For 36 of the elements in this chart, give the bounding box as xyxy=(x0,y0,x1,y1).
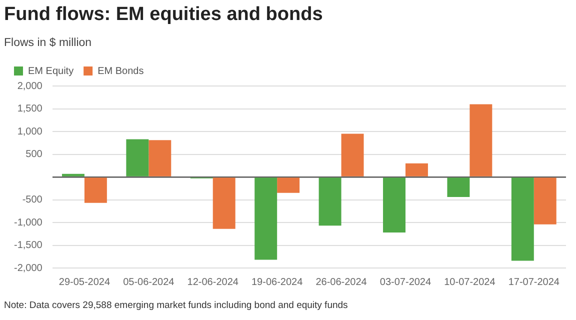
chart-subtitle: Flows in $ million xyxy=(4,37,92,49)
bar xyxy=(277,178,300,193)
y-tick-label: 1,500 xyxy=(17,104,43,114)
text: Note: Data covers 29,588 emerging market funds including bond and equity funds xyxy=(4,300,348,311)
x-tick-label: 10-07-2024 xyxy=(444,276,496,288)
y-tick-label: -500 xyxy=(22,194,43,206)
chart-title: Fund flows: EM equities and bonds xyxy=(4,4,323,26)
x-tick-label: 17-07-2024 xyxy=(508,276,560,288)
bar xyxy=(148,140,172,176)
x-tick-label: 19-06-2024 xyxy=(251,276,304,288)
x-tick-label: 26-06-2024 xyxy=(316,276,368,288)
legend-label: EM Bonds xyxy=(98,66,144,77)
bar xyxy=(254,178,278,260)
x-tick-label: 12-06-2024 xyxy=(187,276,239,288)
bar xyxy=(383,178,406,233)
bar xyxy=(470,104,492,176)
y-tick-label: -1,500 xyxy=(14,240,43,251)
bar xyxy=(341,134,364,176)
bar xyxy=(511,178,534,261)
x-tick-label: 29-05-2024 xyxy=(58,276,110,288)
bar xyxy=(212,178,236,229)
bar xyxy=(126,139,149,176)
bar xyxy=(318,178,342,226)
y-tick-label: 500 xyxy=(26,149,43,160)
bar xyxy=(62,174,84,176)
y-tick-label: 2,000 xyxy=(17,80,43,92)
bar xyxy=(534,178,556,224)
bar xyxy=(447,178,470,198)
x-tick-label: 03-07-2024 xyxy=(380,276,432,288)
bar xyxy=(84,178,107,203)
y-tick-label: -1,000 xyxy=(14,217,43,228)
x-tick-label: 05-06-2024 xyxy=(123,276,175,288)
y-tick-label: 1,000 xyxy=(17,126,43,138)
y-tick-label: -2,000 xyxy=(14,262,43,274)
legend-label: EM Equity xyxy=(28,66,74,77)
bar xyxy=(405,163,428,176)
